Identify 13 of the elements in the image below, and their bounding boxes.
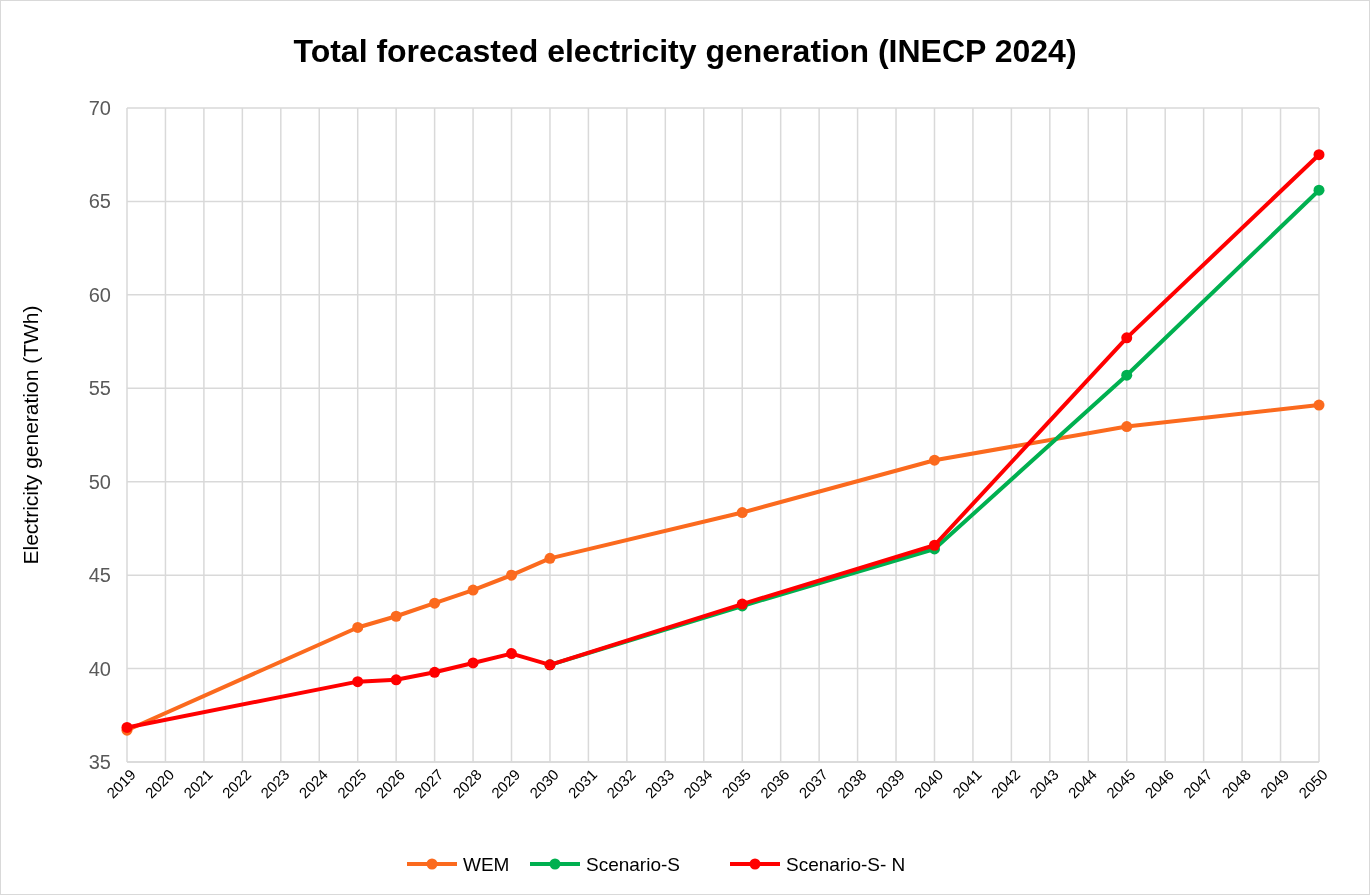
legend-label: Scenario-S- N	[786, 853, 906, 875]
y-tick-label: 55	[88, 377, 111, 400]
y-tick-label: 65	[88, 190, 111, 213]
y-tick-label: 60	[88, 283, 111, 306]
y-tick-label: 35	[88, 751, 111, 773]
y-tick-label: 50	[88, 470, 111, 493]
legend-label: Scenario-S	[586, 853, 680, 875]
y-tick-label: 45	[88, 564, 111, 587]
y-tick-label: 40	[88, 657, 111, 680]
y-axis-title: Electricity generation (TWh)	[19, 305, 42, 565]
legend-label: WEM	[463, 853, 510, 875]
chart-title: Total forecasted electricity generation (INECP 2024)	[293, 33, 1077, 69]
y-tick-label: 70	[88, 97, 111, 119]
